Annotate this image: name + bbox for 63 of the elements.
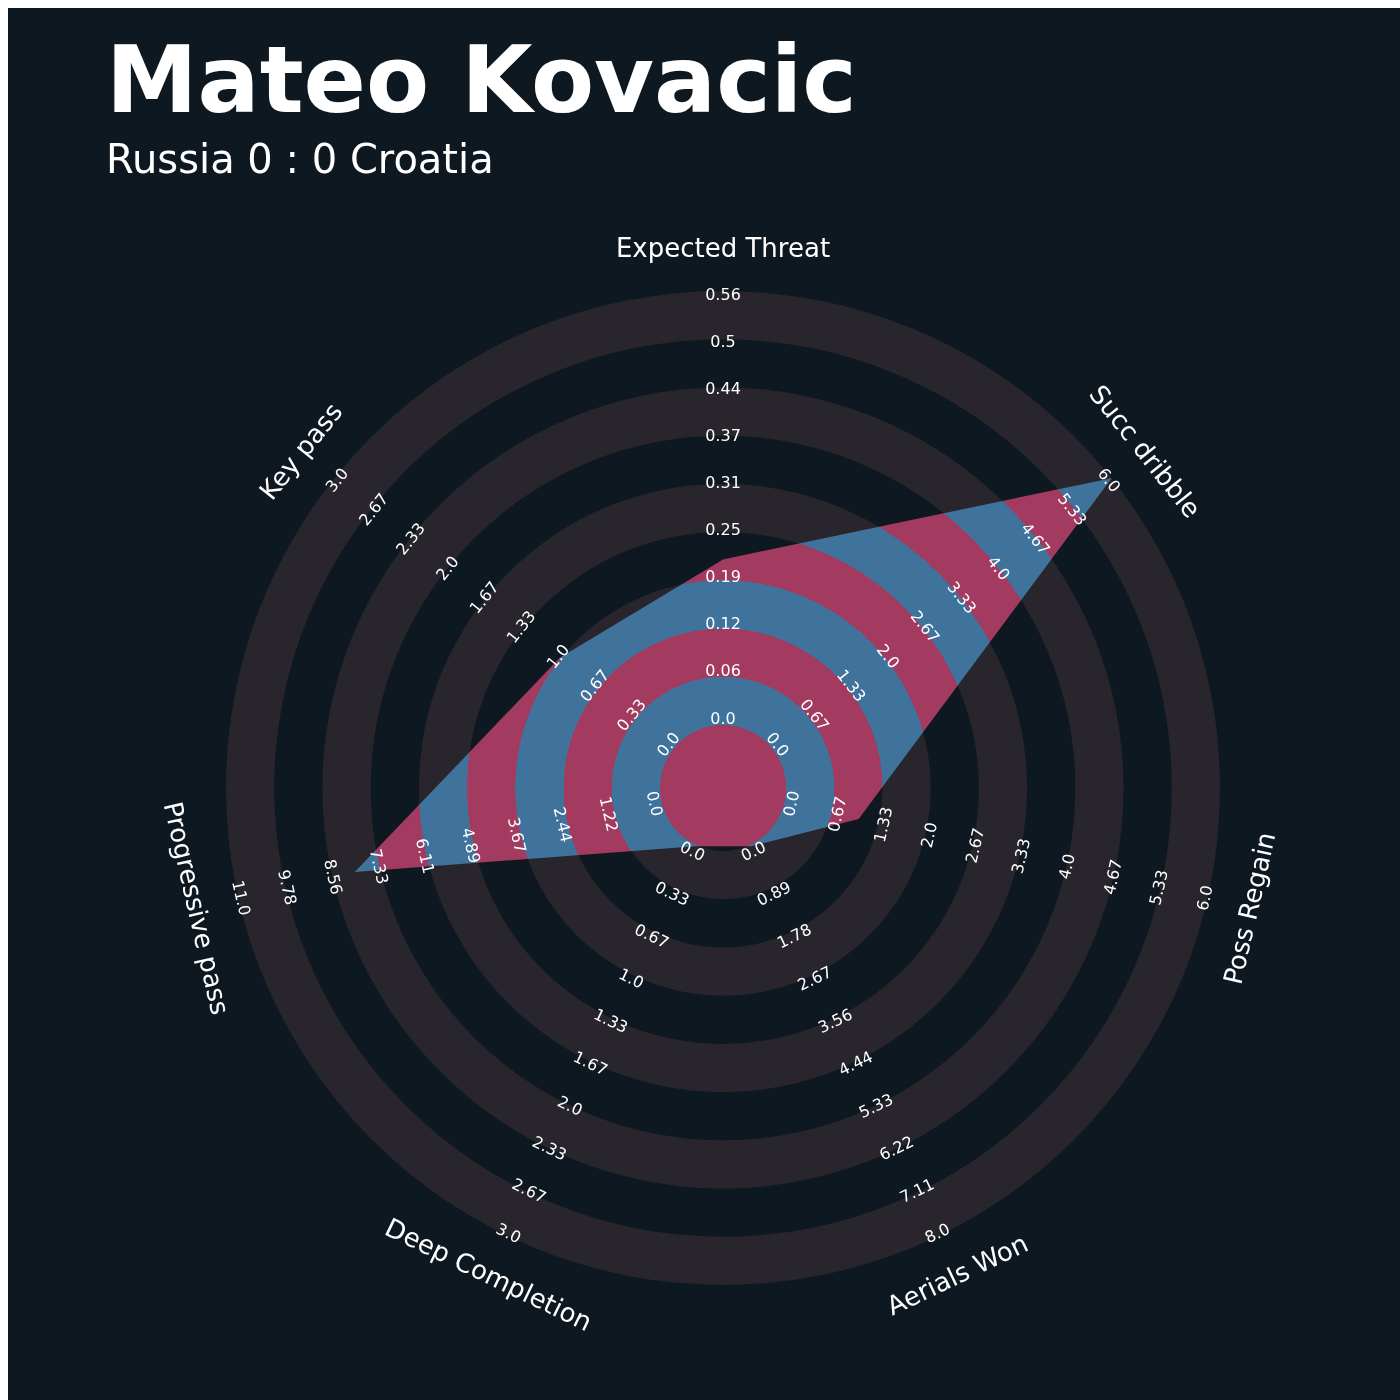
text: 0.44 bbox=[705, 378, 741, 398]
text: 4.44 bbox=[835, 1047, 876, 1080]
text: 2.67 bbox=[961, 826, 989, 865]
text: 1.33 bbox=[869, 805, 897, 845]
text: 0.37 bbox=[705, 425, 741, 445]
chart-title: Mateo Kovacic bbox=[106, 26, 857, 136]
text: 5.33 bbox=[1145, 867, 1172, 907]
text: 0.0 bbox=[737, 836, 769, 866]
text: 6.0 bbox=[1093, 464, 1125, 496]
text: 1.67 bbox=[570, 1047, 611, 1080]
text: 2.67 bbox=[794, 962, 835, 995]
text: 4.67 bbox=[1099, 857, 1126, 897]
text: 0.0 bbox=[677, 836, 709, 866]
text: 7.11 bbox=[896, 1174, 938, 1207]
text: 2.67 bbox=[508, 1174, 550, 1207]
text: 7.33 bbox=[365, 847, 393, 886]
text: 1.78 bbox=[774, 919, 815, 953]
text: 8.0 bbox=[921, 1219, 953, 1248]
text: 0.19 bbox=[705, 567, 741, 587]
text: 2.0 bbox=[872, 640, 904, 673]
text: 0.0 bbox=[762, 728, 794, 761]
text: 0.67 bbox=[631, 919, 672, 953]
text: 0.5 bbox=[710, 331, 736, 351]
text: 2.0 bbox=[431, 552, 463, 584]
text: 5.33 bbox=[855, 1089, 897, 1123]
text: 1.0 bbox=[615, 964, 647, 993]
text: 4.0 bbox=[983, 552, 1015, 584]
text: 0.89 bbox=[753, 877, 794, 910]
text: 6.11 bbox=[411, 836, 439, 876]
text: 0.0 bbox=[710, 708, 736, 728]
text: 3.0 bbox=[321, 464, 353, 496]
text: 4.89 bbox=[457, 826, 485, 865]
text: 2.44 bbox=[549, 805, 577, 845]
text: 0.31 bbox=[705, 472, 741, 492]
text: 6.0 bbox=[1192, 883, 1217, 913]
text: 3.33 bbox=[1007, 836, 1035, 876]
text: 9.78 bbox=[274, 867, 301, 907]
text: 0.0 bbox=[652, 728, 684, 761]
text: 0.0 bbox=[779, 789, 804, 819]
text: 2.0 bbox=[916, 820, 942, 850]
text: 0.56 bbox=[705, 284, 741, 304]
text: 1.0 bbox=[542, 640, 574, 673]
text: 1.22 bbox=[595, 794, 623, 834]
text: 0.0 bbox=[642, 789, 667, 819]
chart-subtitle: Russia 0 : 0 Croatia bbox=[106, 135, 494, 184]
text: 2.0 bbox=[554, 1091, 586, 1120]
text: 1.33 bbox=[590, 1004, 632, 1038]
text: 4.67 bbox=[1017, 518, 1055, 559]
text: 0.06 bbox=[705, 661, 741, 681]
text: 2.33 bbox=[529, 1131, 570, 1165]
text: 0.25 bbox=[705, 520, 741, 540]
spoke-label: Expected Threat bbox=[615, 233, 831, 263]
text: 4.0 bbox=[1054, 851, 1079, 881]
text: 3.0 bbox=[493, 1219, 525, 1248]
text: 0.67 bbox=[823, 794, 851, 834]
text: 0.12 bbox=[705, 614, 741, 634]
text: 0.33 bbox=[652, 877, 693, 910]
text: 8.56 bbox=[320, 857, 347, 897]
text: 3.67 bbox=[503, 815, 531, 855]
text: 3.56 bbox=[814, 1004, 856, 1038]
text: 11.0 bbox=[228, 878, 255, 918]
spoke-label: Poss Regain bbox=[1217, 829, 1282, 988]
text: 6.22 bbox=[876, 1131, 917, 1165]
